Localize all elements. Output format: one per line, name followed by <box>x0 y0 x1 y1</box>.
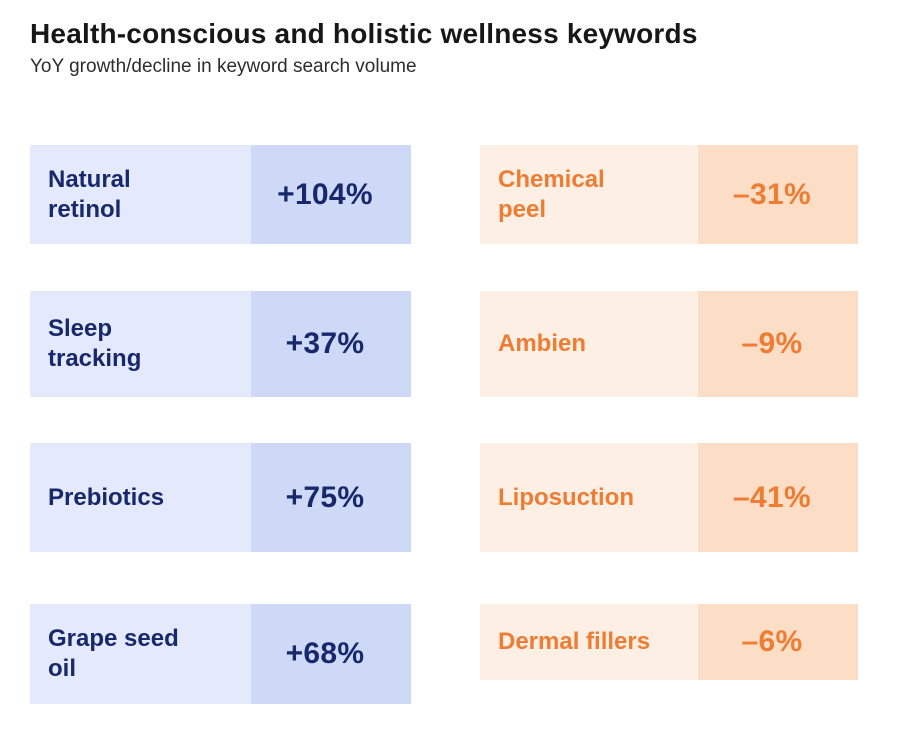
change-value: –9% <box>698 291 858 397</box>
keyword-label: Ambien <box>480 291 698 397</box>
change-value: +104% <box>251 145 411 244</box>
keyword-label: Natural retinol <box>30 145 251 244</box>
keyword-card-dermal-fillers: Dermal fillers –6% <box>480 604 858 680</box>
keyword-card-ambien: Ambien –9% <box>480 291 858 397</box>
change-value: +75% <box>251 443 411 552</box>
keyword-card-natural-retinol: Natural retinol +104% <box>30 145 411 244</box>
change-value: +37% <box>251 291 411 397</box>
chart-header: Health-conscious and holistic wellness k… <box>30 18 698 78</box>
decline-column: Chemical peel –31% Ambien –9% Liposuctio… <box>480 145 858 705</box>
growth-column: Natural retinol +104% Sleep tracking +37… <box>30 145 411 705</box>
keyword-label: Grape seed oil <box>30 604 251 704</box>
keyword-card-liposuction: Liposuction –41% <box>480 443 858 552</box>
change-value: –41% <box>698 443 858 552</box>
keyword-label: Chemical peel <box>480 145 698 244</box>
keyword-card-sleep-tracking: Sleep tracking +37% <box>30 291 411 397</box>
keyword-label: Prebiotics <box>30 443 251 552</box>
keyword-label: Dermal fillers <box>480 604 698 680</box>
keyword-label: Liposuction <box>480 443 698 552</box>
page-subtitle: YoY growth/decline in keyword search vol… <box>30 56 417 77</box>
change-value: +68% <box>251 604 411 704</box>
keyword-card-prebiotics: Prebiotics +75% <box>30 443 411 552</box>
change-value: –6% <box>698 604 858 680</box>
keyword-label: Sleep tracking <box>30 291 251 397</box>
keyword-card-chemical-peel: Chemical peel –31% <box>480 145 858 244</box>
change-value: –31% <box>698 145 858 244</box>
keyword-card-grape-seed-oil: Grape seed oil +68% <box>30 604 411 704</box>
page-title: Health-conscious and holistic wellness k… <box>30 18 698 49</box>
